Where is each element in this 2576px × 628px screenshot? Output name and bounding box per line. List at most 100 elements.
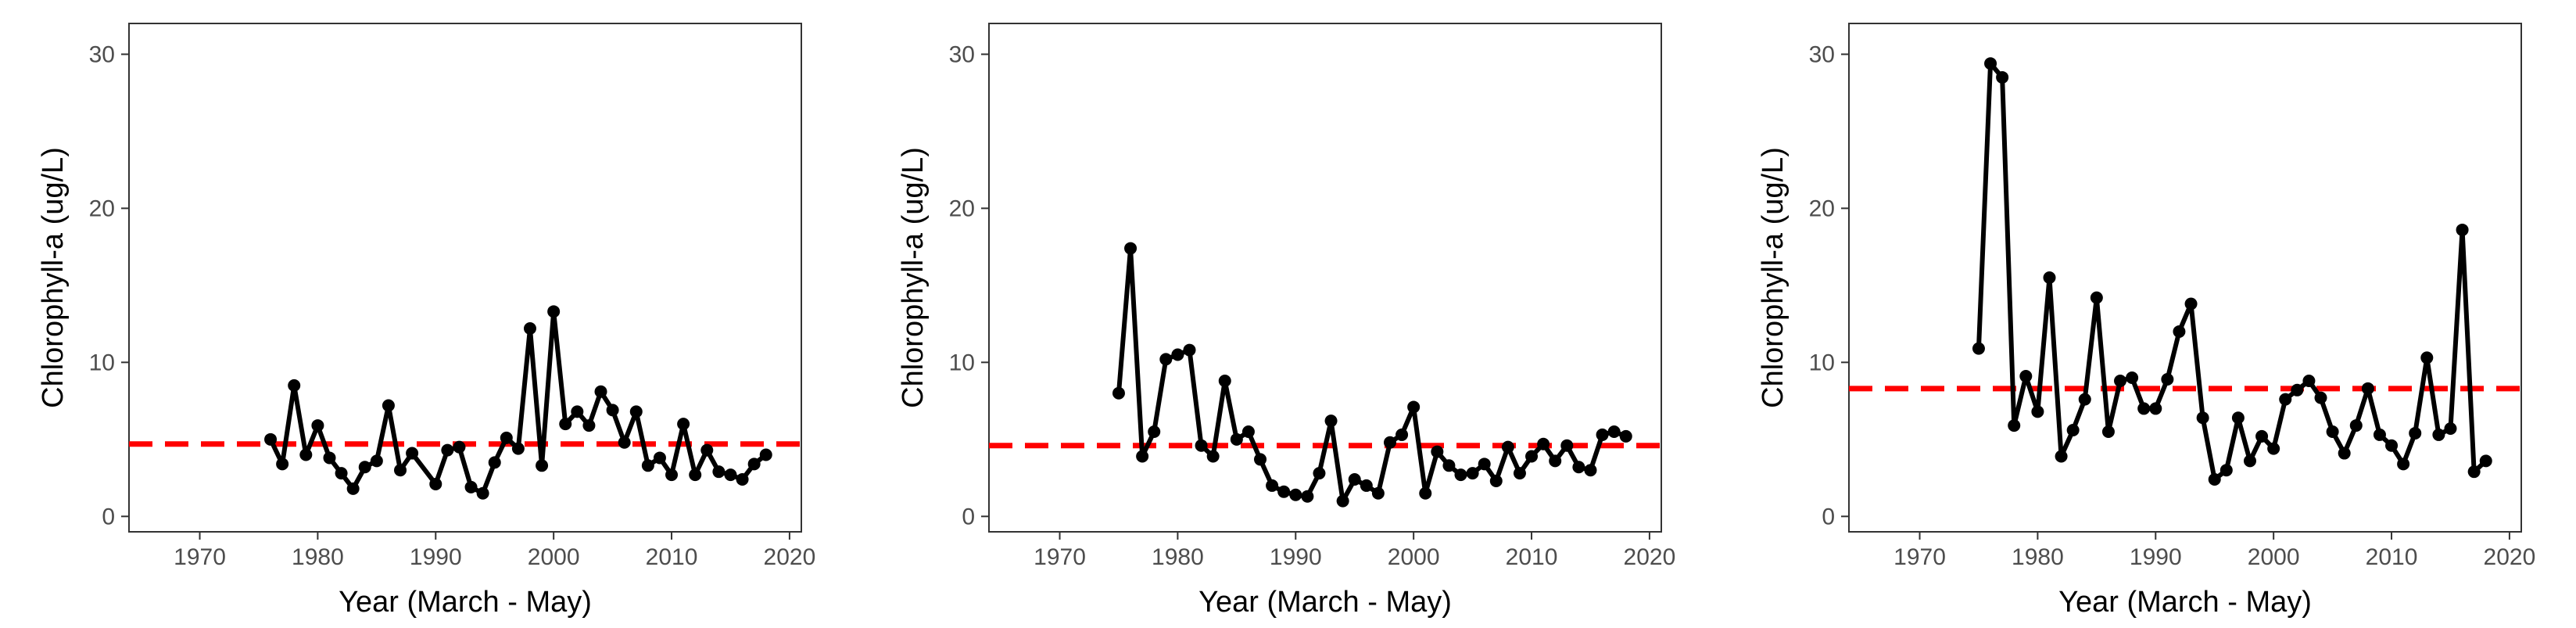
x-axis-title: Year (March - May)	[1198, 586, 1452, 619]
data-point	[2267, 442, 2280, 455]
data-point	[453, 440, 466, 454]
data-point	[2008, 419, 2021, 432]
data-point	[406, 447, 419, 460]
data-point	[476, 486, 489, 500]
data-point	[1218, 374, 1231, 387]
data-point	[2255, 429, 2269, 443]
data-point	[500, 431, 513, 444]
x-tick-label: 2000	[528, 544, 580, 570]
data-point	[1454, 468, 1467, 482]
data-point	[1360, 479, 1373, 492]
data-point	[1171, 348, 1184, 361]
data-point	[594, 385, 607, 398]
x-tick-label: 1980	[2012, 544, 2064, 570]
data-point	[1478, 458, 1491, 471]
x-tick-label: 1990	[2130, 544, 2182, 570]
y-tick-label: 20	[949, 196, 975, 221]
data-point	[2302, 374, 2316, 387]
data-point	[1584, 464, 1597, 477]
data-point	[2444, 422, 2457, 436]
data-point	[1266, 479, 1279, 492]
data-point	[1348, 473, 1361, 486]
data-point	[511, 442, 525, 455]
data-point	[2055, 450, 2068, 463]
data-point	[2373, 428, 2386, 441]
data-point	[2031, 405, 2044, 418]
data-point	[2432, 428, 2445, 441]
data-point	[1984, 57, 1997, 70]
data-point	[1136, 450, 1149, 463]
data-point	[346, 482, 360, 495]
data-point	[1159, 353, 1173, 366]
data-point	[2019, 370, 2033, 383]
data-point	[1313, 467, 1326, 480]
data-point	[488, 456, 501, 469]
y-tick-label: 0	[1822, 504, 1835, 529]
data-point	[759, 448, 772, 461]
data-point	[1195, 439, 1208, 452]
y-tick-label: 30	[949, 41, 975, 67]
data-point	[2208, 473, 2221, 486]
y-tick-label: 20	[89, 196, 115, 221]
data-point	[1324, 414, 1338, 428]
x-tick-label: 2020	[764, 544, 816, 570]
data-point	[1513, 467, 1526, 480]
data-point	[724, 468, 737, 482]
data-point	[1254, 453, 1267, 466]
y-tick-label: 10	[949, 350, 975, 375]
data-point	[2231, 411, 2245, 425]
data-point	[582, 419, 596, 432]
data-point	[1442, 459, 1456, 472]
data-point	[1572, 461, 1585, 474]
data-point	[2114, 374, 2127, 387]
y-tick-label: 10	[1809, 350, 1835, 375]
data-point	[288, 379, 301, 392]
data-point	[1619, 429, 1632, 443]
data-point	[1206, 450, 1220, 463]
data-point	[441, 443, 454, 457]
data-point	[1241, 425, 1255, 438]
data-point	[2220, 464, 2233, 477]
data-point	[700, 443, 714, 457]
x-tick-label: 1980	[292, 544, 344, 570]
data-point	[618, 436, 631, 449]
data-point	[1549, 454, 1562, 468]
plot-panel-border	[128, 23, 802, 533]
chart-panel-1: 1970 1980 1990 2000 2010 2020 0 10 20 30 Year (Mar…	[37, 23, 815, 619]
data-point	[1230, 432, 1243, 446]
data-point	[1525, 450, 1539, 463]
data-point	[2420, 351, 2434, 364]
data-point	[1419, 486, 1432, 500]
data-point	[2043, 271, 2056, 284]
data-point	[323, 451, 336, 465]
data-point	[629, 405, 643, 418]
data-point	[2078, 393, 2091, 406]
data-point	[606, 404, 619, 417]
data-point	[2161, 373, 2174, 386]
x-tick-label: 2010	[2366, 544, 2418, 570]
data-point	[1148, 425, 1161, 438]
data-point	[2090, 291, 2103, 304]
data-point	[2349, 419, 2363, 432]
x-tick-label: 2020	[2484, 544, 2536, 570]
data-point	[1431, 445, 1444, 458]
data-point	[1972, 342, 1985, 355]
x-tick-label: 2000	[2248, 544, 2300, 570]
data-point	[2338, 447, 2351, 460]
data-point	[264, 432, 278, 446]
data-point	[2101, 425, 2115, 438]
data-point	[1996, 70, 2009, 84]
data-point	[665, 468, 679, 482]
y-axis-title: Chlorophyll-a (ug/L)	[37, 147, 70, 408]
data-point	[1301, 490, 1314, 503]
data-point	[311, 419, 324, 432]
y-tick-label: 30	[89, 41, 115, 67]
data-point	[1466, 467, 1479, 480]
x-tick-label: 2010	[1506, 544, 1558, 570]
data-point	[2066, 424, 2080, 436]
data-point	[299, 448, 313, 461]
data-point	[523, 322, 536, 335]
data-point	[653, 451, 666, 465]
x-tick-label: 1970	[1893, 544, 1946, 570]
